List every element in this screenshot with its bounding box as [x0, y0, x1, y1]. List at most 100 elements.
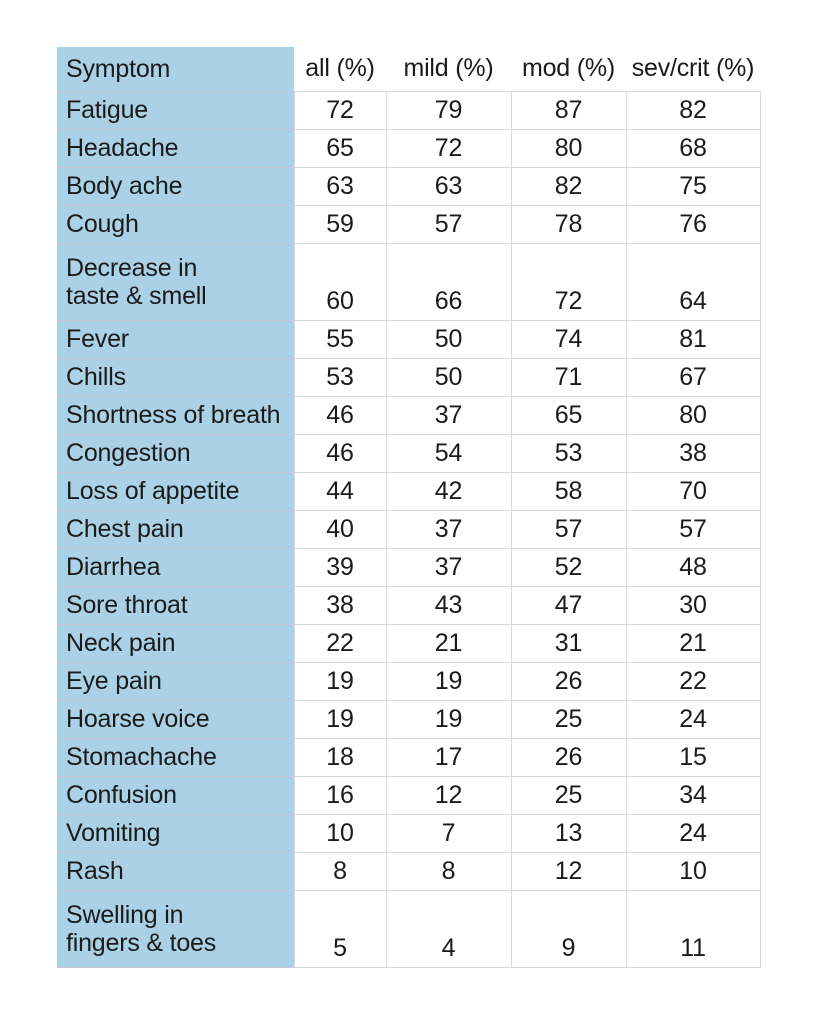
value-cell: 42	[385, 471, 512, 511]
symptom-label: Decrease in taste & smell	[57, 242, 294, 321]
value-cell: 5	[293, 889, 387, 968]
value-cell: 21	[625, 623, 761, 663]
value-cell: 54	[385, 433, 512, 473]
value-cell: 65	[510, 395, 627, 435]
symptom-label: Hoarse voice	[57, 699, 294, 739]
value-cell: 55	[293, 319, 387, 359]
value-cell: 50	[385, 319, 512, 359]
value-cell: 10	[625, 851, 761, 891]
table-row: Rash 8 8 12 10	[57, 851, 761, 891]
table-row: Decrease in taste & smell 60 66 72 64	[57, 242, 761, 321]
value-cell: 40	[293, 509, 387, 549]
header-row: Symptom all (%) mild (%) mod (%) sev/cri…	[57, 47, 760, 92]
value-cell: 79	[385, 90, 512, 130]
symptom-label: Neck pain	[57, 623, 294, 663]
value-cell: 67	[625, 357, 761, 397]
table-row: Neck pain 22 21 31 21	[57, 623, 761, 663]
value-cell: 58	[510, 471, 627, 511]
value-cell: 80	[510, 128, 627, 168]
value-cell: 25	[510, 775, 627, 815]
value-cell: 65	[293, 128, 387, 168]
table-row: Swelling in fingers & toes 5 4 9 11	[57, 889, 761, 968]
value-cell: 82	[510, 166, 627, 206]
value-cell: 43	[385, 585, 512, 625]
value-cell: 38	[625, 433, 761, 473]
value-cell: 70	[625, 471, 761, 511]
column-header-sevcrit: sev/crit (%)	[626, 47, 760, 92]
value-cell: 53	[510, 433, 627, 473]
table-row: Diarrhea 39 37 52 48	[57, 547, 761, 587]
table-row: Headache 65 72 80 68	[57, 128, 761, 168]
value-cell: 26	[510, 661, 627, 701]
value-cell: 19	[385, 661, 512, 701]
value-cell: 8	[385, 851, 512, 891]
table-row: Chest pain 40 37 57 57	[57, 509, 761, 549]
value-cell: 4	[385, 889, 512, 968]
value-cell: 19	[293, 661, 387, 701]
value-cell: 46	[293, 395, 387, 435]
value-cell: 10	[293, 813, 387, 853]
value-cell: 13	[510, 813, 627, 853]
table-row: Vomiting 10 7 13 24	[57, 813, 761, 853]
value-cell: 12	[385, 775, 512, 815]
symptom-label: Chest pain	[57, 509, 294, 549]
value-cell: 76	[625, 204, 761, 244]
value-cell: 8	[293, 851, 387, 891]
value-cell: 24	[625, 813, 761, 853]
symptom-label: Diarrhea	[57, 547, 294, 587]
value-cell: 30	[625, 585, 761, 625]
symptom-label: Body ache	[57, 166, 294, 206]
value-cell: 87	[510, 90, 627, 130]
value-cell: 7	[385, 813, 512, 853]
value-cell: 37	[385, 509, 512, 549]
value-cell: 22	[625, 661, 761, 701]
value-cell: 12	[510, 851, 627, 891]
column-header-symptom: Symptom	[57, 47, 294, 92]
table-row: Loss of appetite 44 42 58 70	[57, 471, 761, 511]
table-row: Fever 55 50 74 81	[57, 319, 761, 359]
value-cell: 63	[293, 166, 387, 206]
value-cell: 26	[510, 737, 627, 777]
value-cell: 9	[510, 889, 627, 968]
symptom-prevalence-table: Symptom all (%) mild (%) mod (%) sev/cri…	[57, 47, 761, 968]
value-cell: 68	[625, 128, 761, 168]
value-cell: 72	[510, 242, 627, 321]
table-row: Body ache 63 63 82 75	[57, 166, 761, 206]
table-row: Fatigue 72 79 87 82	[57, 90, 761, 130]
value-cell: 46	[293, 433, 387, 473]
value-cell: 81	[625, 319, 761, 359]
value-cell: 53	[293, 357, 387, 397]
value-cell: 78	[510, 204, 627, 244]
value-cell: 72	[293, 90, 387, 130]
table-row: Hoarse voice 19 19 25 24	[57, 699, 761, 739]
value-cell: 57	[625, 509, 761, 549]
value-cell: 48	[625, 547, 761, 587]
value-cell: 11	[625, 889, 761, 968]
value-cell: 66	[385, 242, 512, 321]
value-cell: 74	[510, 319, 627, 359]
value-cell: 75	[625, 166, 761, 206]
table-row: Sore throat 38 43 47 30	[57, 585, 761, 625]
value-cell: 19	[293, 699, 387, 739]
value-cell: 38	[293, 585, 387, 625]
value-cell: 24	[625, 699, 761, 739]
symptom-label: Vomiting	[57, 813, 294, 853]
symptom-label: Sore throat	[57, 585, 294, 625]
value-cell: 57	[385, 204, 512, 244]
table-row: Chills 53 50 71 67	[57, 357, 761, 397]
value-cell: 52	[510, 547, 627, 587]
symptom-label: Fatigue	[57, 90, 294, 130]
value-cell: 57	[510, 509, 627, 549]
value-cell: 60	[293, 242, 387, 321]
value-cell: 64	[625, 242, 761, 321]
column-header-mod: mod (%)	[511, 47, 626, 92]
symptom-label: Chills	[57, 357, 294, 397]
symptom-label: Rash	[57, 851, 294, 891]
table-row: Congestion 46 54 53 38	[57, 433, 761, 473]
table-row: Stomachache 18 17 26 15	[57, 737, 761, 777]
symptom-label: Congestion	[57, 433, 294, 473]
symptom-table-body: Fatigue 72 79 87 82 Headache 65 72 80 68 Body ache…	[57, 90, 761, 968]
value-cell: 19	[385, 699, 512, 739]
symptom-label: Loss of appetite	[57, 471, 294, 511]
symptom-label: Headache	[57, 128, 294, 168]
